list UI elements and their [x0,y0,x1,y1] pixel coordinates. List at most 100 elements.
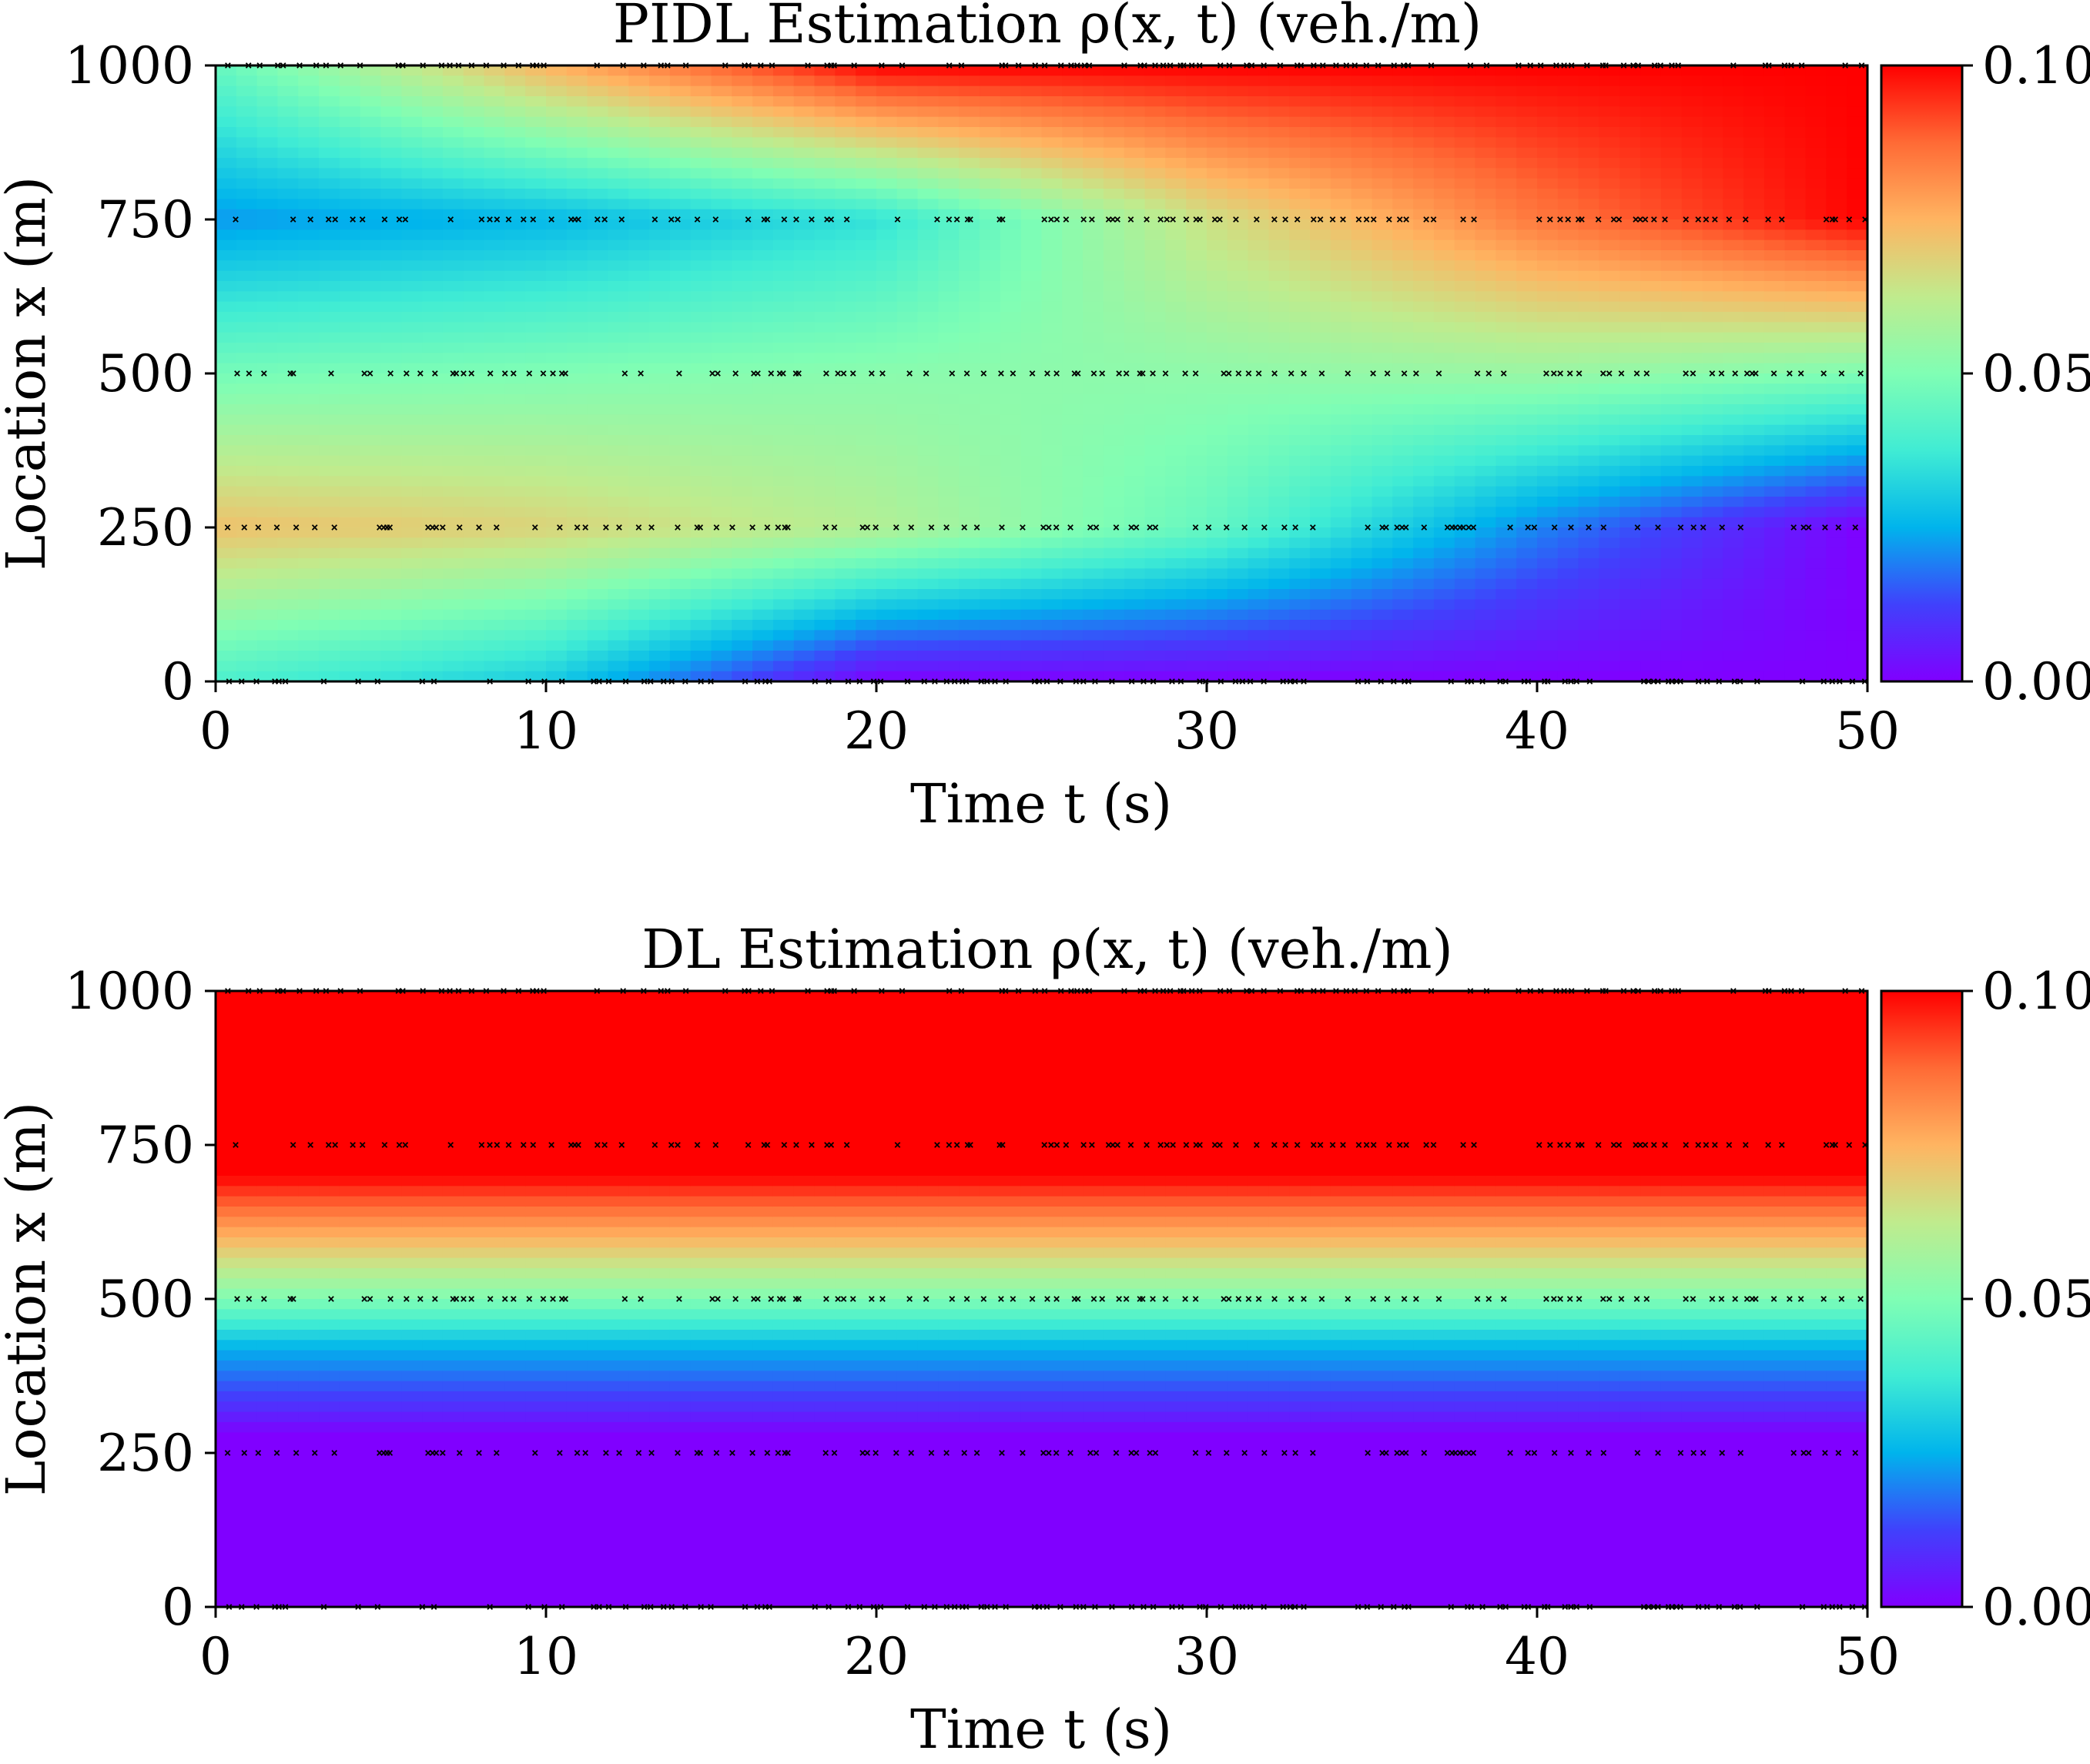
heatmap-cell [876,353,898,364]
heatmap-cell [628,424,650,436]
heatmap-cell [938,547,960,559]
heatmap-cell [896,486,919,497]
heatmap-cell [896,640,919,651]
heatmap-cell [752,599,774,611]
heatmap-cell [1784,547,1807,559]
heatmap-cell [690,106,712,118]
heatmap-cell [1413,239,1435,251]
heatmap-cell [525,291,547,303]
heatmap-cell [1041,281,1063,293]
heatmap-cell [216,65,237,77]
heatmap-cell [1433,178,1455,189]
heatmap-cell [1020,661,1043,672]
heatmap-cell [896,332,919,343]
heatmap-cell [422,106,444,118]
heatmap-cell [463,85,485,97]
heatmap-cell [566,209,588,220]
sensor-marker [775,524,782,531]
heatmap-cell [463,158,485,169]
heatmap-cell [1805,497,1827,508]
heatmap-cell [814,527,836,539]
heatmap-cell [401,547,423,559]
heatmap-cell [1826,147,1847,159]
heatmap-cell [339,127,361,139]
heatmap-cell [628,209,650,220]
heatmap-cell [1227,620,1249,631]
heatmap-cell [1475,455,1497,467]
heatmap-cell [1723,219,1744,231]
heatmap-cell [484,414,506,426]
heatmap-cell [835,322,856,333]
heatmap-cell [980,445,1001,457]
heatmap-cell [1392,312,1414,323]
heatmap-cell [835,239,856,251]
heatmap-cell [1578,250,1600,262]
heatmap-cell [1207,250,1228,262]
heatmap-cell [608,568,630,580]
heatmap-cell [896,507,919,518]
heatmap-cell [938,486,960,497]
heatmap-cell [339,383,361,395]
heatmap-cell [1310,547,1331,559]
heatmap-cell [1702,609,1724,621]
heatmap-cell [525,199,547,210]
heatmap-cell [876,291,898,303]
heatmap-cell [277,527,300,539]
heatmap-cell [690,116,712,128]
heatmap-cell [360,486,382,497]
heatmap-cell [835,547,856,559]
heatmap-cell [256,65,279,77]
heatmap-cell [1433,353,1455,364]
heatmap-cell [628,281,650,293]
heatmap-cell [1289,209,1311,220]
heatmap-cell [690,250,712,262]
heatmap-cell [1289,414,1311,426]
heatmap-cell [752,270,774,282]
heatmap-cell [917,640,939,651]
heatmap-cell [814,75,836,87]
heatmap-cell [1743,270,1765,282]
heatmap-cell [1268,85,1291,97]
heatmap-cell [1784,75,1807,87]
heatmap-cell [793,486,816,497]
heatmap-cell [1413,497,1435,508]
heatmap-cell [1083,404,1104,416]
heatmap-cell [772,435,795,447]
heatmap-cell [752,393,774,405]
heatmap-cell [1599,414,1621,426]
heatmap-cell [525,435,547,447]
heatmap-cell [1248,578,1270,590]
heatmap-cell [608,75,630,87]
heatmap-cell [1227,547,1249,559]
heatmap-cell [896,537,919,549]
heatmap-cell [1537,497,1559,508]
heatmap-cell [1207,147,1228,159]
heatmap-cell [298,393,320,405]
heatmap-cell [669,85,692,97]
heatmap-cell [1578,65,1600,77]
heatmap-cell [1681,85,1703,97]
heatmap-cell [1578,497,1600,508]
heatmap-cell [1805,127,1827,139]
heatmap-cell [1743,661,1765,672]
heatmap-cell [566,404,588,416]
heatmap-cell [1248,209,1270,220]
heatmap-cell [1144,147,1167,159]
heatmap-cell [1289,332,1311,343]
heatmap-cell [896,558,919,570]
heatmap-cell [504,178,526,189]
heatmap-cell [835,383,856,395]
heatmap-cell [1227,445,1249,457]
heatmap-cell [814,301,836,313]
heatmap-cell [484,209,506,220]
heatmap-cell [917,270,939,282]
heatmap-cell [1268,270,1291,282]
heatmap-cell [669,281,692,293]
heatmap-cell [1289,137,1311,149]
heatmap-cell [711,537,733,549]
heatmap-cell [1578,291,1600,303]
heatmap-cell [1289,476,1311,487]
heatmap-cell [896,291,919,303]
heatmap-cell [1144,209,1167,220]
heatmap-cell [732,260,753,272]
